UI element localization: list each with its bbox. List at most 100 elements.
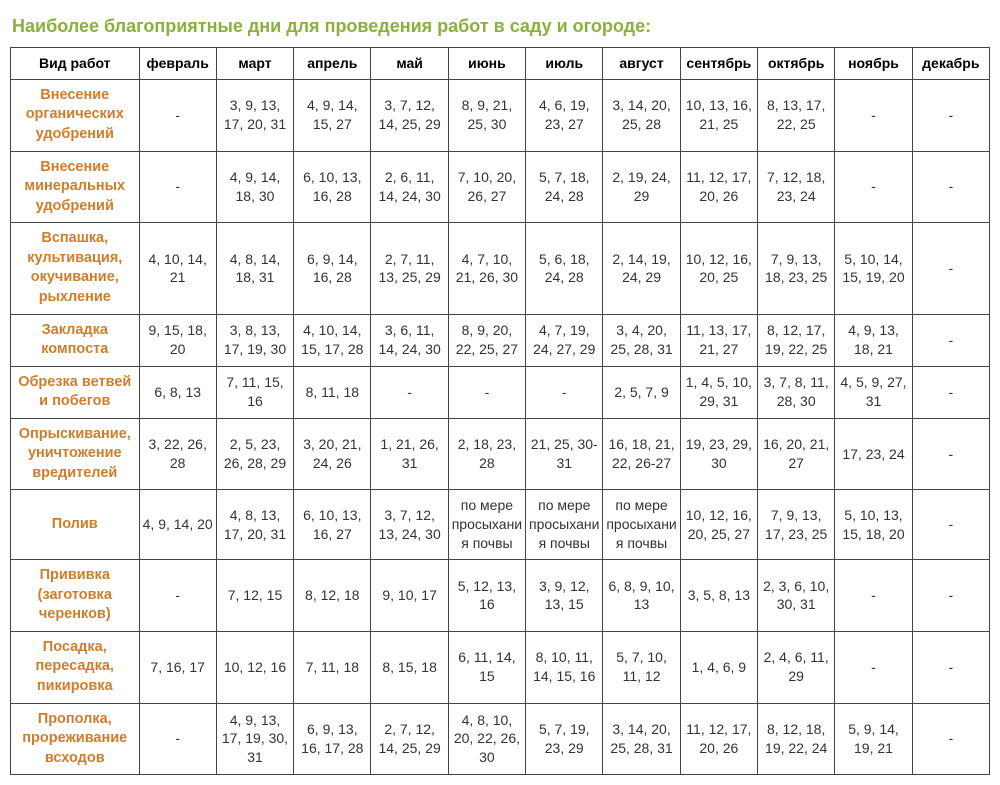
header-month: июнь — [448, 48, 525, 80]
work-name-cell: Внесение минеральных удобрений — [11, 151, 140, 223]
value-cell: 2, 4, 6, 11, 29 — [758, 631, 835, 703]
value-cell: 5, 10, 14, 15, 19, 20 — [835, 223, 912, 314]
value-cell: 1, 21, 26, 31 — [371, 418, 448, 490]
value-cell: 3, 6, 11, 14, 24, 30 — [371, 314, 448, 366]
work-name-cell: Внесение органических удобрений — [11, 79, 140, 151]
value-cell: 3, 9, 13, 17, 20, 31 — [216, 79, 293, 151]
value-cell: 2, 3, 6, 10, 30, 31 — [758, 560, 835, 632]
value-cell: 4, 7, 10, 21, 26, 30 — [448, 223, 525, 314]
value-cell: - — [912, 79, 989, 151]
header-month: ноябрь — [835, 48, 912, 80]
value-cell: 8, 12, 18 — [294, 560, 371, 632]
value-cell: по мере просыхания почвы — [448, 490, 525, 560]
value-cell: 2, 5, 7, 9 — [603, 366, 680, 418]
value-cell: - — [835, 560, 912, 632]
value-cell: 16, 20, 21, 27 — [758, 418, 835, 490]
value-cell: - — [835, 151, 912, 223]
value-cell: - — [835, 631, 912, 703]
value-cell: - — [912, 418, 989, 490]
value-cell: - — [448, 366, 525, 418]
value-cell: 4, 6, 19, 23, 27 — [526, 79, 603, 151]
value-cell: - — [912, 314, 989, 366]
value-cell: 9, 15, 18, 20 — [139, 314, 216, 366]
value-cell: 8, 11, 18 — [294, 366, 371, 418]
value-cell: 2, 5, 23, 26, 28, 29 — [216, 418, 293, 490]
table-row: Опрыскивание, уничтожение вредителей 3, 2… — [11, 418, 990, 490]
value-cell: - — [835, 79, 912, 151]
value-cell: 5, 6, 18, 24, 28 — [526, 223, 603, 314]
value-cell: 4, 10, 14, 15, 17, 28 — [294, 314, 371, 366]
table-row: Вспашка, культивация, окучивание, рыхлен… — [11, 223, 990, 314]
value-cell: 7, 9, 13, 18, 23, 25 — [758, 223, 835, 314]
value-cell: - — [912, 490, 989, 560]
value-cell: - — [912, 560, 989, 632]
value-cell: 8, 9, 20, 22, 25, 27 — [448, 314, 525, 366]
value-cell: 6, 9, 14, 16, 28 — [294, 223, 371, 314]
table-row: Закладка компоста9, 15, 18, 203, 8, 13, … — [11, 314, 990, 366]
value-cell: 3, 4, 20, 25, 28, 31 — [603, 314, 680, 366]
value-cell: 8, 9, 21, 25, 30 — [448, 79, 525, 151]
value-cell: 4, 9, 14, 18, 30 — [216, 151, 293, 223]
value-cell: 3, 7, 12, 14, 25, 29 — [371, 79, 448, 151]
value-cell: 6, 10, 13, 16, 27 — [294, 490, 371, 560]
value-cell: 6, 8, 9, 10, 13 — [603, 560, 680, 632]
work-name-cell: Полив — [11, 490, 140, 560]
value-cell: 19, 23, 29, 30 — [680, 418, 757, 490]
value-cell: 8, 13, 17, 22, 25 — [758, 79, 835, 151]
work-name-cell: Опрыскивание, уничтожение вредителей — [11, 418, 140, 490]
value-cell: - — [526, 366, 603, 418]
value-cell: 7, 9, 13, 17, 23, 25 — [758, 490, 835, 560]
value-cell: 10, 12, 16 — [216, 631, 293, 703]
value-cell: 2, 7, 11, 13, 25, 29 — [371, 223, 448, 314]
value-cell: 3, 7, 8, 11, 28, 30 — [758, 366, 835, 418]
value-cell: 5, 10, 13, 15, 18, 20 — [835, 490, 912, 560]
value-cell: по мере просыхания почвы — [526, 490, 603, 560]
value-cell: - — [912, 366, 989, 418]
value-cell: по мере просыхания почвы — [603, 490, 680, 560]
header-month: март — [216, 48, 293, 80]
value-cell: 3, 8, 13, 17, 19, 30 — [216, 314, 293, 366]
work-name-cell: Вспашка, культивация, окучивание, рыхлен… — [11, 223, 140, 314]
table-header-row: Вид работ февраль март апрель май июнь и… — [11, 48, 990, 80]
value-cell: 7, 11, 15, 16 — [216, 366, 293, 418]
header-month: май — [371, 48, 448, 80]
value-cell: 10, 12, 16, 20, 25 — [680, 223, 757, 314]
value-cell: 2, 14, 19, 24, 29 — [603, 223, 680, 314]
work-name-cell: Прививка (заготовка черенков) — [11, 560, 140, 632]
value-cell: 8, 10, 11, 14, 15, 16 — [526, 631, 603, 703]
page-title: Наиболее благоприятные дни для проведени… — [12, 16, 990, 37]
header-month: октябрь — [758, 48, 835, 80]
value-cell: 3, 14, 20, 25, 28 — [603, 79, 680, 151]
table-row: Посадка, пересадка, пикировка7, 16, 1710… — [11, 631, 990, 703]
header-month: июль — [526, 48, 603, 80]
value-cell: 4, 10, 14, 21 — [139, 223, 216, 314]
header-month: апрель — [294, 48, 371, 80]
value-cell: 7, 11, 18 — [294, 631, 371, 703]
value-cell: 3, 20, 21, 24, 26 — [294, 418, 371, 490]
value-cell: 2, 18, 23, 28 — [448, 418, 525, 490]
work-name-cell: Посадка, пересадка, пикировка — [11, 631, 140, 703]
header-month: сентябрь — [680, 48, 757, 80]
value-cell: 1, 4, 5, 10, 29, 31 — [680, 366, 757, 418]
value-cell: 6, 10, 13, 16, 28 — [294, 151, 371, 223]
value-cell: 11, 13, 17, 21, 27 — [680, 314, 757, 366]
header-month: февраль — [139, 48, 216, 80]
table-row: Внесение органических удобрений-3, 9, 13… — [11, 79, 990, 151]
value-cell: 7, 12, 15 — [216, 560, 293, 632]
value-cell: 21, 25, 30-31 — [526, 418, 603, 490]
work-name-cell: Закладка компоста — [11, 314, 140, 366]
value-cell: 16, 18, 21, 22, 26-27 — [603, 418, 680, 490]
table-row: Прививка (заготовка черенков) - 7, 12, 158… — [11, 560, 990, 632]
value-cell: 4, 7, 19, 24, 27, 29 — [526, 314, 603, 366]
garden-calendar-table: Вид работ февраль март апрель май июнь и… — [10, 47, 990, 775]
value-cell: 9, 10, 17 — [371, 560, 448, 632]
work-name-cell: Обрезка ветвей и побегов — [11, 366, 140, 418]
value-cell: - — [139, 79, 216, 151]
value-cell: - — [912, 631, 989, 703]
value-cell: 11, 12, 17, 20, 26 — [680, 151, 757, 223]
header-month: декабрь — [912, 48, 989, 80]
value-cell: 5, 12, 13, 16 — [448, 560, 525, 632]
value-cell: 5, 7, 18, 24, 28 — [526, 151, 603, 223]
value-cell: 6, 11, 14, 15 — [448, 631, 525, 703]
value-cell: 8, 15, 18 — [371, 631, 448, 703]
